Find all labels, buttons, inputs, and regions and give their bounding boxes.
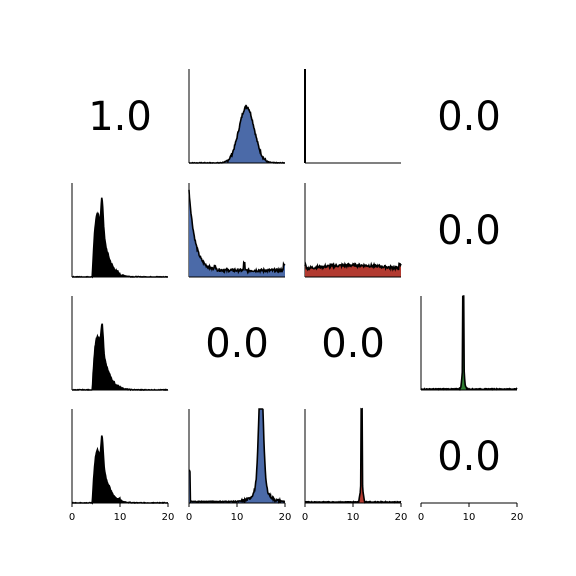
kde-line (71, 197, 168, 279)
panel-r0-c2 (304, 69, 401, 164)
x-tick-label: 10 (463, 512, 476, 523)
x-tick-label: 0 (186, 512, 192, 523)
kde-line (188, 189, 286, 275)
correlation-value: 0.0 (437, 208, 501, 254)
panel-r2-c3 (420, 295, 518, 392)
correlation-value: 0.0 (321, 321, 385, 367)
histogram-bars (72, 435, 168, 503)
x-tick-label: 10 (231, 512, 244, 523)
histogram-bars (189, 189, 285, 277)
histogram-bars (189, 106, 285, 163)
correlation-value: 0.0 (437, 94, 501, 140)
panel-r2-c1: 0.0 (205, 321, 269, 367)
histogram-bars (305, 409, 401, 503)
kde-line (304, 261, 402, 272)
panel-r2-c0 (71, 296, 169, 392)
kde-line (71, 435, 169, 505)
histogram-bars (72, 197, 168, 277)
correlation-value: 0.0 (437, 434, 501, 480)
panel-r0-c3: 0.0 (437, 94, 501, 140)
kde-line (188, 408, 286, 504)
panel-r3-c1: 0 10 20 (186, 408, 292, 523)
panel-r2-c2: 0.0 (321, 321, 385, 367)
x-tick-label: 0 (302, 512, 308, 523)
panel-r3-c0: 0 10 20 (69, 409, 175, 523)
x-tick-label: 10 (114, 512, 127, 523)
x-tick-label: 0 (418, 512, 424, 523)
kde-line (304, 407, 402, 504)
panel-r1-c1 (188, 183, 286, 278)
correlation-value: 1.0 (88, 94, 152, 140)
panel-r1-c0 (71, 183, 168, 279)
histogram-bars (189, 409, 285, 503)
x-tick-label: 0 (69, 512, 75, 523)
histogram-bars (72, 323, 168, 390)
panel-r1-c2 (304, 183, 402, 278)
x-tick-label: 20 (279, 512, 292, 523)
panel-r3-c2: 0 10 20 (302, 407, 408, 523)
kde-line (420, 295, 518, 392)
x-tick-label: 20 (395, 512, 408, 523)
panel-r0-c0: 1.0 (88, 94, 152, 140)
x-tick-label: 10 (347, 512, 360, 523)
panel-r3-c3: 0.0 0 10 20 (418, 434, 524, 523)
x-tick-label: 20 (511, 512, 524, 523)
kde-line (72, 323, 169, 392)
panel-r1-c3: 0.0 (437, 208, 501, 254)
correlation-value: 0.0 (205, 321, 269, 367)
panel-r0-c1 (188, 69, 285, 164)
x-tick-label: 20 (162, 512, 175, 523)
histogram-bars (421, 296, 517, 390)
